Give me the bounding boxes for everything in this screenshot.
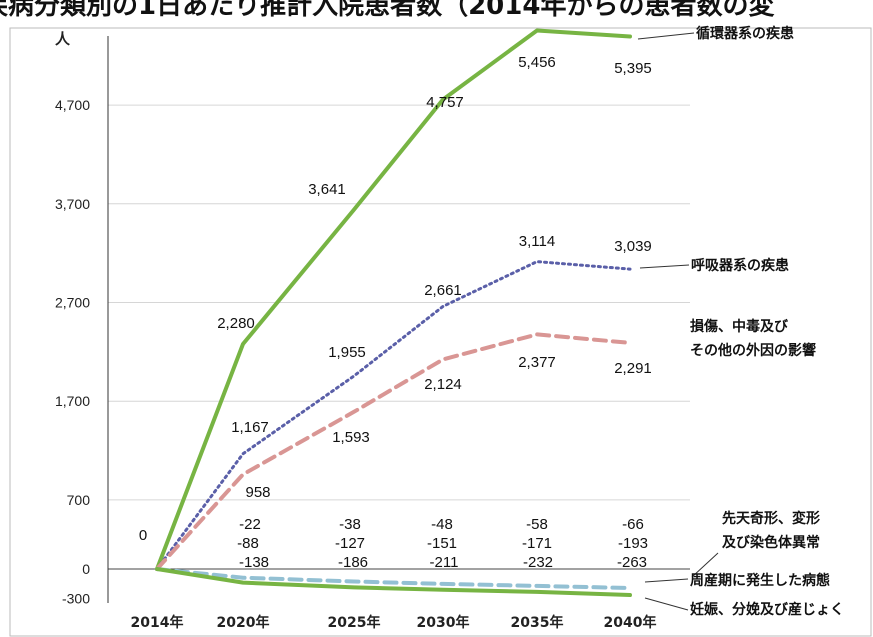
data-label: 958 (245, 484, 270, 501)
y-unit-label: 人 (55, 30, 71, 48)
data-label: -38 (339, 516, 361, 533)
series-name-label: 妊娠、分娩及び産じょく (690, 601, 844, 618)
data-label: 1,955 (328, 344, 366, 361)
data-label: 3,641 (308, 181, 346, 198)
data-label: 1,167 (231, 419, 269, 436)
series-name-label: その他の外因の影響 (690, 342, 816, 359)
x-tick-label: 2014年 (131, 614, 184, 631)
x-tick-label: 2035年 (511, 614, 564, 631)
data-label: -22 (239, 516, 261, 533)
series-name-label: 先天奇形、変形 (722, 510, 820, 527)
series-name-label: 損傷、中毒及び (690, 318, 789, 335)
data-label: -151 (427, 535, 457, 552)
y-tick-label: -300 (62, 591, 90, 607)
data-label: 2,291 (614, 360, 652, 377)
data-label: -88 (237, 535, 259, 552)
x-tick-label: 2040年 (604, 614, 657, 631)
data-label: 5,456 (518, 54, 556, 71)
data-label: -186 (338, 554, 368, 571)
chart-title: 疾病分類別の1日あたり推計入院患者数（2014年からの患者数の変 (0, 0, 774, 21)
x-tick-label: 2025年 (328, 614, 381, 631)
y-tick-labels: 4,700 3,700 2,700 1,700 700 0 -300 (55, 97, 91, 607)
y-tick-label: 4,700 (55, 97, 90, 113)
leader-line (691, 552, 719, 578)
data-label: -232 (523, 554, 553, 571)
data-label: 0 (139, 527, 147, 544)
grid-lines (108, 104, 690, 570)
x-tick-label: 2030年 (417, 614, 470, 631)
y-tick-label: 1,700 (55, 393, 90, 409)
leader-line (637, 32, 695, 40)
leader-line (644, 578, 689, 583)
series-name-label: 及び染色体異常 (722, 534, 820, 551)
series-lines (155, 28, 632, 597)
data-label: -263 (617, 554, 647, 571)
data-label: 3,114 (519, 233, 555, 250)
data-label: -66 (622, 516, 644, 533)
series-line-2 (155, 332, 632, 571)
data-label: 2,124 (424, 376, 462, 393)
series-line-0 (155, 28, 632, 571)
data-label: 5,395 (614, 60, 652, 77)
x-tick-label: 2020年 (217, 614, 270, 631)
chart-frame (9, 27, 872, 637)
x-tick-labels: 2014年 2020年 2025年 2030年 2035年 2040年 (131, 614, 657, 631)
leader-line (644, 597, 689, 611)
series-name-label: 循環器系の疾患 (696, 25, 794, 42)
data-label: -211 (430, 554, 459, 571)
leader-line (639, 264, 690, 269)
series-name-label: 周産期に発生した病態 (690, 572, 830, 589)
data-label: 4,757 (426, 94, 464, 111)
data-label: -138 (239, 554, 269, 571)
data-label: -193 (618, 535, 648, 552)
y-tick-label: 3,700 (55, 196, 90, 212)
data-label: 2,661 (424, 282, 462, 299)
data-label: 2,377 (518, 354, 556, 371)
data-label: 2,280 (217, 315, 255, 332)
data-labels: 2,280 3,641 4,757 5,456 5,395 1,167 1,955 2,661… (139, 54, 652, 571)
data-label: -48 (431, 516, 453, 533)
data-label: -171 (522, 535, 552, 552)
y-tick-label: 2,700 (55, 295, 90, 311)
y-tick-label: 700 (67, 492, 91, 508)
data-label: 3,039 (614, 238, 652, 255)
series-line-1 (155, 260, 632, 571)
data-label: -58 (526, 516, 548, 533)
y-tick-label: 0 (82, 561, 90, 577)
series-name-label: 呼吸器系の疾患 (691, 257, 789, 274)
data-label: 1,593 (332, 429, 370, 446)
series-line-5 (155, 567, 632, 597)
data-label: -127 (335, 535, 365, 552)
series-labels: 循環器系の疾患呼吸器系の疾患損傷、中毒及びその他の外因の影響先天奇形、変形及び染… (637, 25, 844, 618)
